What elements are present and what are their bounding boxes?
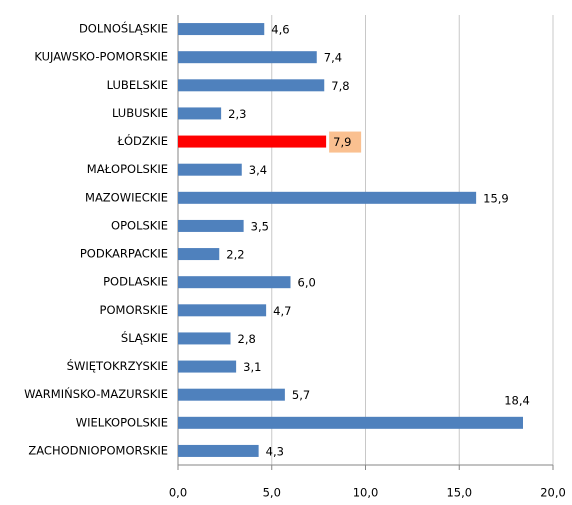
y-tick-label: WARMIŃSKO-MAZURSKIE (24, 386, 168, 401)
y-tick-label: OPOLSKIE (111, 218, 168, 232)
y-tick-label: MAZOWIECKIE (85, 190, 168, 204)
bar (178, 219, 244, 232)
bar (178, 276, 291, 289)
bar (178, 107, 222, 120)
value-label: 7,4 (324, 51, 342, 65)
bar (178, 23, 265, 36)
x-tick-label: 15,0 (446, 486, 472, 500)
x-tick-label: 0,0 (169, 486, 187, 500)
x-tick-label: 5,0 (263, 486, 281, 500)
y-tick-label: PODLASKIE (103, 275, 168, 289)
bar (178, 135, 327, 148)
value-label: 7,8 (331, 79, 349, 93)
y-tick-label: KUJAWSKO-POMORSKIE (34, 50, 168, 64)
bar (178, 304, 267, 317)
value-label: 18,4 (504, 393, 530, 407)
y-tick-label: WIELKOPOLSKIE (76, 415, 168, 429)
bar (178, 332, 231, 345)
y-tick-label: POMORSKIE (100, 303, 168, 317)
bar (178, 360, 237, 373)
bar (178, 79, 325, 92)
value-label: 3,5 (251, 219, 269, 233)
bar (178, 444, 259, 457)
x-tick-label: 10,0 (353, 486, 379, 500)
value-label: 4,3 (266, 444, 284, 458)
y-tick-label: ŁÓDZKIE (117, 133, 168, 148)
value-label: 15,9 (483, 191, 509, 205)
value-label: 4,6 (271, 23, 289, 37)
y-tick-label: ŚWIĘTOKRZYSKIE (67, 358, 168, 373)
y-tick-label: PODKARPACKIE (80, 247, 168, 261)
value-label: 7,9 (333, 135, 351, 149)
x-tick-label: 20,0 (540, 486, 566, 500)
bar (178, 248, 220, 261)
value-label: 2,8 (238, 332, 256, 346)
bar (178, 416, 523, 429)
value-label: 5,7 (292, 388, 310, 402)
value-label: 2,3 (228, 107, 246, 121)
y-tick-label: LUBUSKIE (112, 106, 168, 120)
bar (178, 51, 317, 64)
bar (178, 163, 242, 176)
bar (178, 191, 477, 204)
y-tick-label: ŚLĄSKIE (121, 330, 168, 345)
y-tick-label: DOLNOŚLĄSKIE (79, 21, 168, 36)
bar (178, 388, 285, 401)
value-label: 4,7 (273, 304, 291, 318)
y-tick-label: ZACHODNIOPOMORSKIE (28, 443, 168, 457)
y-tick-label: LUBELSKIE (107, 78, 168, 92)
value-label: 6,0 (298, 276, 316, 290)
y-tick-label: MAŁOPOLSKIE (87, 162, 168, 176)
value-label: 2,2 (226, 248, 244, 262)
value-label: 3,4 (249, 163, 267, 177)
value-label-background (329, 131, 362, 153)
value-label: 3,1 (243, 360, 261, 374)
